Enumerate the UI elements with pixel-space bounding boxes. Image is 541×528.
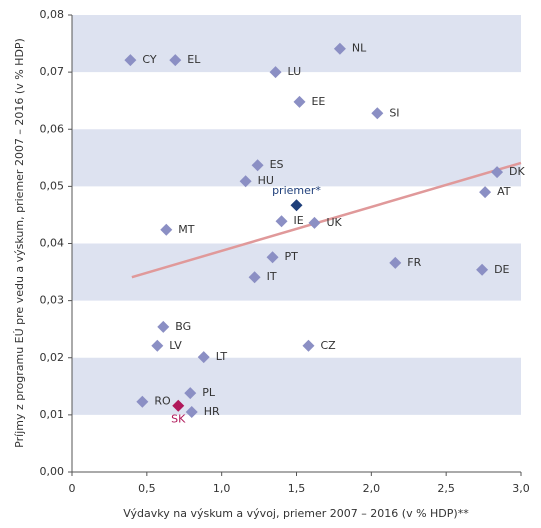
point (269, 66, 282, 79)
trendline (131, 161, 522, 279)
band (72, 129, 521, 187)
y-tick-label: 0,02 (40, 351, 65, 364)
x-axis-title: Výdavky na výskum a vývoj, priemer 2007 … (123, 507, 469, 520)
y-tick-label: 0,07 (40, 65, 65, 78)
point (239, 175, 252, 188)
point-label: IE (294, 214, 304, 227)
point (151, 339, 164, 352)
y-tick-label: 0,04 (40, 237, 65, 250)
point (169, 54, 182, 67)
point-label: SK (171, 413, 186, 426)
point (197, 351, 210, 364)
y-tick-label: 0,00 (40, 465, 65, 478)
point (333, 42, 346, 55)
point-label: DK (509, 165, 525, 178)
point (308, 216, 321, 229)
y-tick-label: 0,01 (40, 408, 65, 421)
x-tick-label: 1,5 (288, 482, 306, 495)
point (185, 406, 198, 419)
point (302, 339, 315, 352)
point (389, 256, 402, 269)
point-label: PL (202, 386, 216, 399)
y-axis-title: Príjmy z programu EÚ pre vedu a výskum, … (13, 38, 26, 448)
point (124, 54, 137, 67)
y-tick-label: 0,06 (40, 122, 65, 135)
point-label: LT (216, 350, 228, 363)
y-tick-label: 0,08 (40, 8, 65, 21)
point (476, 263, 489, 276)
point (157, 320, 170, 333)
point (184, 387, 197, 400)
point-label: AT (497, 185, 511, 198)
point-label: FR (407, 256, 421, 269)
point-label: BG (175, 320, 191, 333)
x-tick-label: 1,0 (213, 482, 231, 495)
point (479, 186, 492, 199)
point (251, 159, 264, 172)
point (491, 166, 504, 179)
point (371, 107, 384, 120)
point (172, 399, 185, 412)
x-tick-label: 2,0 (363, 482, 381, 495)
point-label: CY (142, 53, 156, 66)
point (293, 95, 306, 108)
point-label: NL (352, 42, 367, 55)
x-tick-label: 0 (69, 482, 76, 495)
point-label: CZ (320, 339, 336, 352)
point (136, 395, 149, 408)
point-label: ES (270, 158, 284, 171)
point (275, 215, 288, 228)
point (290, 199, 303, 212)
y-tick-label: 0,05 (40, 179, 65, 192)
band (72, 357, 521, 415)
x-tick-label: 3,0 (512, 482, 530, 495)
point-label: MT (178, 223, 194, 236)
x-tick-label: 2,5 (437, 482, 455, 495)
point-label: UK (326, 216, 342, 229)
point-label: LU (288, 65, 302, 78)
point-label: EL (187, 53, 201, 66)
point-label: SI (389, 106, 399, 119)
x-tick-label: 0,5 (138, 482, 156, 495)
point-label: EE (311, 95, 325, 108)
point-label: LV (169, 339, 182, 352)
point-label: IT (267, 270, 277, 283)
point-label: priemer* (272, 184, 321, 197)
y-tick-label: 0,03 (40, 294, 65, 307)
point (266, 251, 279, 264)
point-label: PT (285, 250, 299, 263)
band (72, 15, 521, 73)
point-label: HR (204, 405, 220, 418)
point-label: RO (154, 395, 171, 408)
point-label: DE (494, 263, 509, 276)
point (160, 223, 173, 236)
point-label: HU (258, 174, 274, 187)
point (248, 271, 261, 284)
